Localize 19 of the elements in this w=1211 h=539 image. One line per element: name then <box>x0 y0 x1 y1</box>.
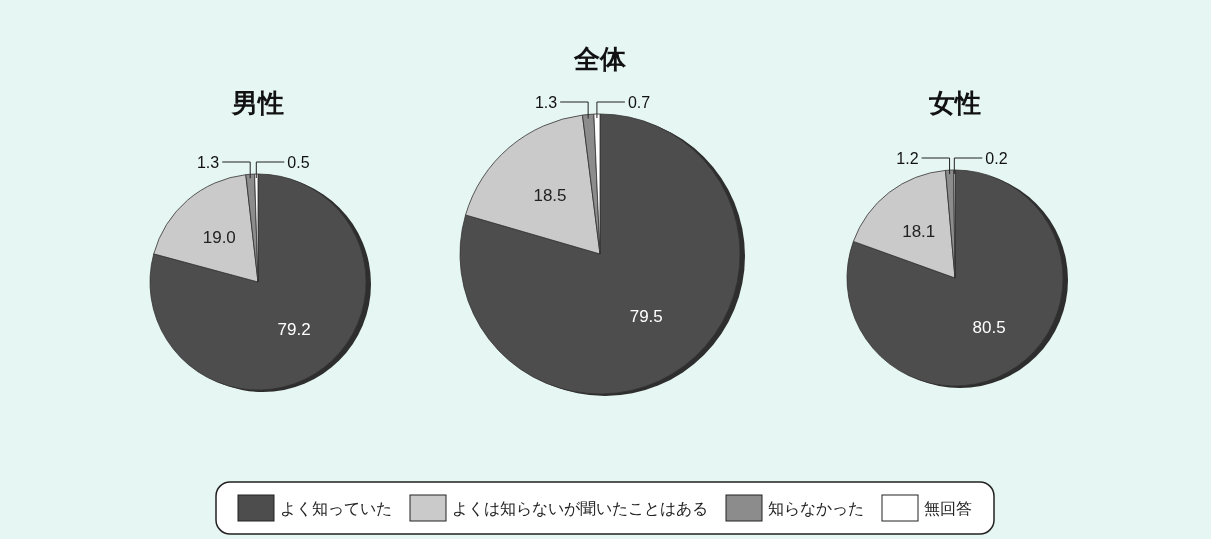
data-label: 1.3 <box>534 94 558 111</box>
data-label: 1.3 <box>196 154 220 171</box>
data-label: 0.2 <box>985 150 1008 167</box>
legend-label: よくは知らないが聞いたことはある <box>452 500 708 517</box>
chart-title: 男性 <box>231 88 284 118</box>
data-label: 80.5 <box>972 317 1006 337</box>
chart-title: 全体 <box>573 44 627 74</box>
data-label: 79.5 <box>629 306 663 326</box>
data-label: 0.7 <box>627 94 651 111</box>
data-label: 79.2 <box>277 320 311 340</box>
data-label: 18.1 <box>902 221 936 241</box>
chart-title: 女性 <box>928 88 981 118</box>
data-label: 1.2 <box>896 150 919 167</box>
data-label: 18.5 <box>533 186 567 206</box>
legend-label: 無回答 <box>924 500 972 517</box>
legend-label: よく知っていた <box>280 500 392 517</box>
data-label: 19.0 <box>202 227 236 247</box>
data-label: 0.5 <box>287 154 310 171</box>
legend-label: 知らなかった <box>768 500 864 517</box>
